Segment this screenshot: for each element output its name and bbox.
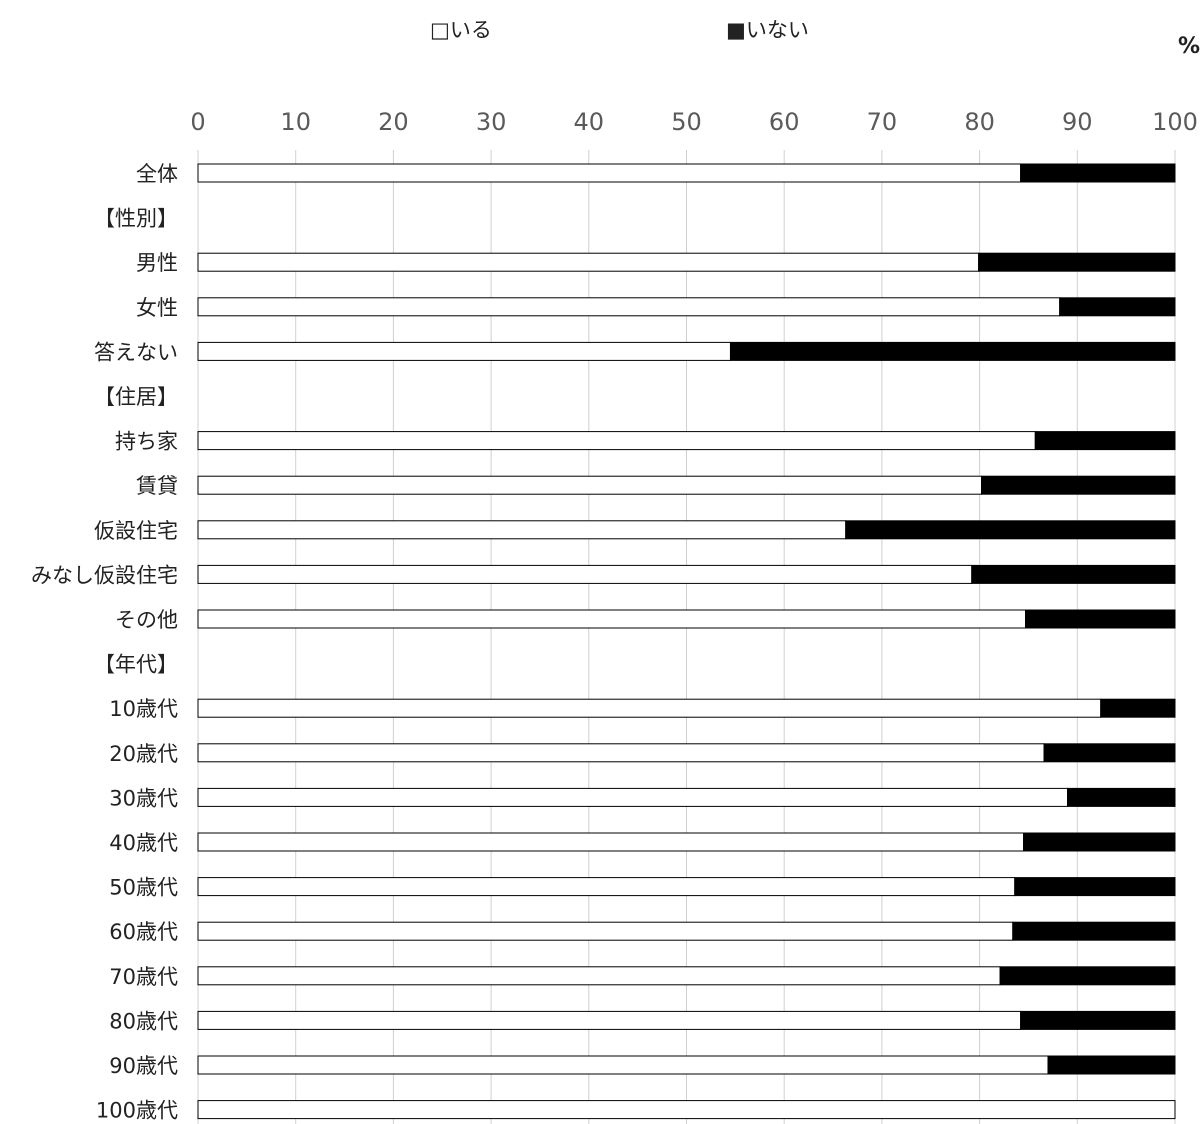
bar-segment-yes bbox=[197, 787, 1069, 807]
category-label: その他 bbox=[115, 608, 178, 632]
x-tick-label: 10 bbox=[280, 108, 311, 136]
category-label: 女性 bbox=[136, 296, 178, 320]
bar-segment-no bbox=[729, 341, 1176, 361]
bar-segment-yes bbox=[197, 341, 731, 361]
bar-segment-no bbox=[971, 564, 1176, 584]
category-label: 【住居】 bbox=[94, 385, 178, 409]
x-tick-label: 0 bbox=[190, 108, 205, 136]
x-tick-label: 20 bbox=[378, 108, 409, 136]
bar-segment-yes bbox=[197, 520, 847, 540]
x-tick-label: 60 bbox=[769, 108, 800, 136]
category-label: 全体 bbox=[136, 162, 178, 186]
x-tick-label: 40 bbox=[574, 108, 605, 136]
bar-segment-yes bbox=[197, 252, 980, 272]
bar-segment-no bbox=[1100, 698, 1176, 718]
category-label: 30歳代 bbox=[109, 786, 178, 810]
bar-segment-no bbox=[1043, 743, 1176, 763]
bar-segment-yes bbox=[197, 163, 1022, 183]
bar-segment-no bbox=[1020, 163, 1176, 183]
category-label: 20歳代 bbox=[109, 742, 178, 766]
x-tick-label: 50 bbox=[671, 108, 702, 136]
bar-segment-yes bbox=[197, 1055, 1049, 1075]
category-label: 【年代】 bbox=[94, 653, 178, 677]
x-tick-label: 90 bbox=[1062, 108, 1093, 136]
bar-segment-no bbox=[999, 966, 1176, 986]
category-label: 仮設住宅 bbox=[94, 519, 178, 543]
category-label: 70歳代 bbox=[109, 965, 178, 989]
category-label: 80歳代 bbox=[109, 1009, 178, 1033]
bar-segment-yes bbox=[197, 1010, 1022, 1030]
bar-segment-no bbox=[1025, 609, 1176, 629]
bar-segment-yes bbox=[197, 698, 1102, 718]
bar-segment-no bbox=[1059, 297, 1176, 317]
bar-segment-no bbox=[1023, 832, 1176, 852]
category-label: 40歳代 bbox=[109, 831, 178, 855]
bar-segment-yes bbox=[197, 609, 1027, 629]
category-label: 【性別】 bbox=[94, 207, 178, 231]
category-label: 男性 bbox=[136, 251, 178, 275]
category-label: 90歳代 bbox=[109, 1054, 178, 1078]
bar-segment-no bbox=[978, 252, 1176, 272]
bar-segment-no bbox=[1067, 787, 1176, 807]
bar-segment-yes bbox=[197, 475, 983, 495]
bar-segment-yes bbox=[197, 743, 1045, 763]
category-label: 賃貸 bbox=[136, 474, 178, 498]
bar-segment-yes bbox=[197, 1100, 1176, 1120]
category-label: 答えない bbox=[94, 340, 178, 364]
category-label: 60歳代 bbox=[109, 920, 178, 944]
bar-segment-no bbox=[1012, 921, 1176, 941]
bar-segment-no bbox=[1014, 877, 1176, 897]
category-label: みなし仮設住宅 bbox=[31, 563, 178, 587]
bar-segment-no bbox=[1034, 431, 1176, 451]
legend-item-yes: □いる bbox=[430, 14, 492, 44]
legend-label-yes: □いる bbox=[430, 18, 492, 42]
bar-segment-no bbox=[1020, 1010, 1176, 1030]
category-label: 持ち家 bbox=[115, 430, 178, 454]
x-tick-label: 100 bbox=[1152, 108, 1198, 136]
legend-label-no: ■いない bbox=[726, 18, 809, 42]
x-tick-label: 30 bbox=[476, 108, 507, 136]
bar-segment-no bbox=[981, 475, 1176, 495]
bar-segment-yes bbox=[197, 297, 1061, 317]
legend-item-no: ■いない bbox=[726, 14, 809, 44]
bar-segment-yes bbox=[197, 431, 1036, 451]
category-label: 100歳代 bbox=[96, 1099, 178, 1123]
x-tick-label: 70 bbox=[867, 108, 898, 136]
bar-segment-no bbox=[1047, 1055, 1176, 1075]
bar-segment-yes bbox=[197, 564, 973, 584]
bar-segment-no bbox=[845, 520, 1176, 540]
bar-segment-yes bbox=[197, 966, 1001, 986]
unit-label: % bbox=[1177, 34, 1200, 59]
x-tick-label: 80 bbox=[964, 108, 995, 136]
bar-segment-yes bbox=[197, 921, 1014, 941]
category-label: 50歳代 bbox=[109, 876, 178, 900]
bar-segment-yes bbox=[197, 877, 1016, 897]
bar-segment-yes bbox=[197, 832, 1025, 852]
category-label: 10歳代 bbox=[109, 697, 178, 721]
